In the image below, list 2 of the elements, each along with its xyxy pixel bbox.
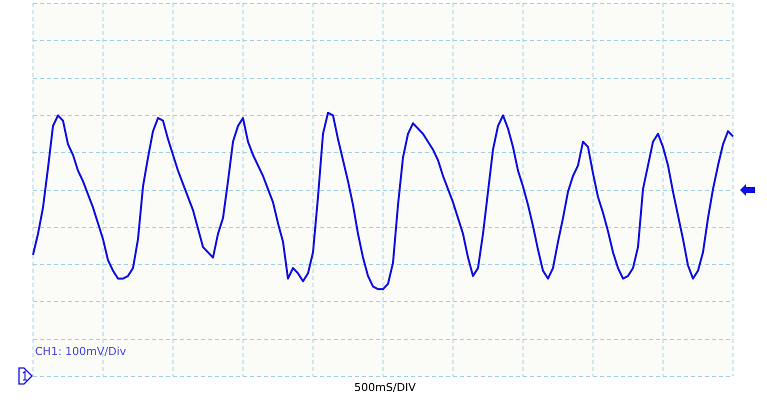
text: 500mS/DIV: [353, 381, 417, 394]
annotation: CH1: 100mV/Div: [35, 345, 126, 358]
